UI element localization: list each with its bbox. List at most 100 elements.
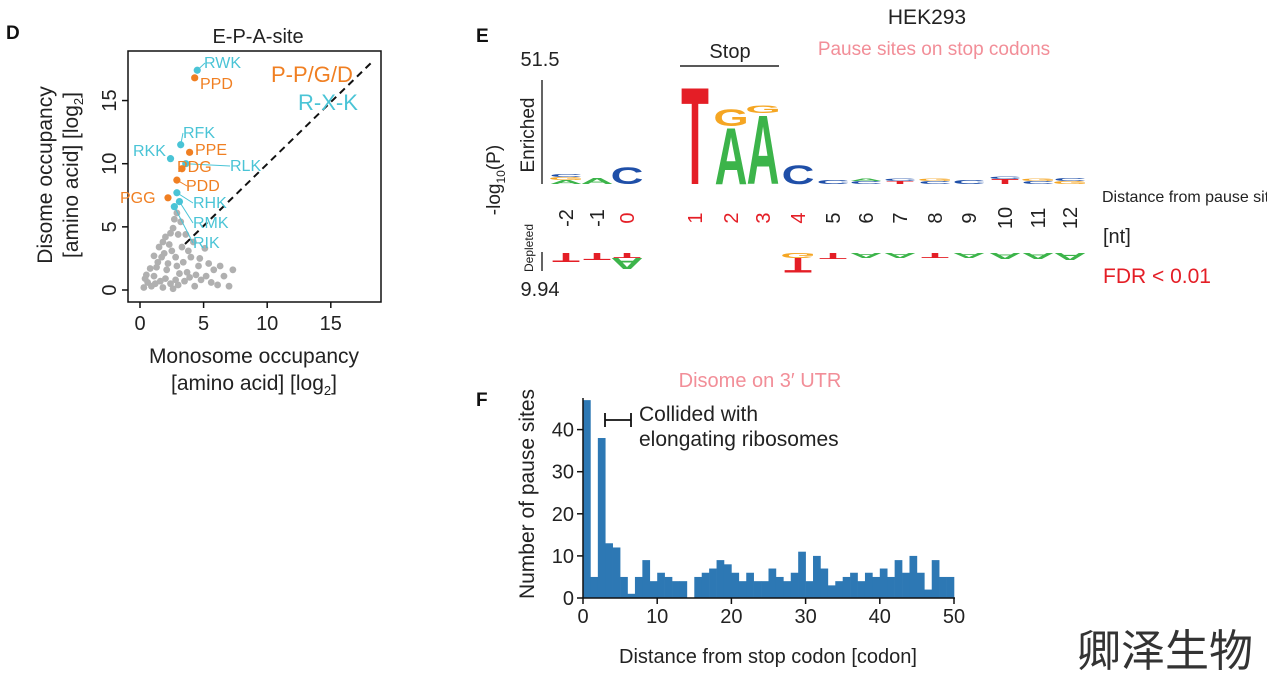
background-point [172,253,180,261]
histogram-bar [790,572,799,598]
logo-letter-T: T [613,252,641,260]
background-point [207,279,215,286]
background-point [195,262,202,270]
y-top-value: 51.5 [521,49,560,71]
histogram-bar [642,560,651,598]
label-rwk: RWK [204,55,241,72]
background-point [168,247,176,255]
logo-glyph: T [552,250,580,264]
logo-glyph: C [1022,180,1055,185]
logo-letter-T: T [552,250,580,264]
position-label: 11 [1028,208,1050,229]
x-tick-label: 0 [134,313,145,335]
background-point [183,268,191,276]
y-axis-label-2-end: ] [60,92,83,98]
depleted-label: Depleted [522,224,536,272]
logo-letter-G: G [713,104,748,131]
f-x-tick-label: 10 [646,606,668,628]
histogram-bar [738,581,747,598]
background-point [158,253,166,261]
logo-letter-G: G [1052,180,1087,185]
histogram-bar [939,576,947,598]
histogram-bar [620,576,628,598]
background-point [164,260,172,267]
logo-glyph: C [953,179,986,185]
histogram-bar [835,581,843,598]
f-y-tick-label: 30 [552,462,574,484]
logo-glyph: T [819,251,847,260]
e-x-axis-unit: [nt] [1103,226,1131,248]
background-point [167,280,174,288]
background-point [197,276,205,284]
label-rhk: RHK [193,195,227,212]
background-point [181,277,188,285]
histogram-bar [634,576,643,598]
background-point [216,262,224,270]
panel-e-title: HEK293 [888,6,966,29]
position-label: 4 [788,212,810,223]
label-pgg: PGG [120,190,156,207]
histogram-bar [679,581,688,598]
stop-label: Stop [709,41,750,63]
histogram-bar [827,585,836,598]
logo-letter-T: T [819,251,847,260]
histogram-bar [902,572,910,598]
logo-glyph: C [1054,177,1087,182]
point-labels: RWK PPD RFK PPE RKK PDG RLK PDD PGG RHK … [120,55,261,252]
logo-letter-C: C [919,180,952,185]
logo-glyph: T [886,180,914,185]
logo-glyph: G [1052,180,1087,185]
y-axis-label-2-sub: 2 [71,98,86,105]
logo-glyph: G [917,178,952,182]
histogram-bar [798,551,806,598]
histogram-bar [716,560,725,598]
logo-glyph: C [817,179,850,185]
x-tick-label: 5 [198,313,209,335]
scatter-plot-frame [127,50,382,303]
logo-glyph: C [850,180,883,185]
point-rlk [182,160,190,168]
logo-letter-T: T [921,252,949,260]
f-x-axis-label: Distance from stop codon [codon] [619,646,917,668]
x-axis-label-1: Monosome occupancy [149,345,360,368]
label-pdd: PDD [186,178,220,195]
point-ppe [186,148,194,156]
enriched-label: Enriched [518,98,539,173]
histogram-bar [590,576,599,598]
point-pgg [164,194,172,202]
x-axis-label-2-end: ] [331,372,337,395]
e-y-axis-label-sub: 10 [494,170,508,184]
identity-diagonal [184,61,373,245]
scatter-labeled-points [164,66,201,211]
histogram-bar [820,568,829,598]
point-rfk [177,141,185,149]
logo-glyph: A [1054,251,1087,262]
label-rmk: RMK [193,215,229,232]
x-axis-label-2-main: [amino acid] [log [171,372,324,395]
f-y-tick-label: 20 [552,504,574,526]
logo-letter-C: C [817,179,850,185]
x-tick-label: 10 [256,313,278,335]
logo-letter-G: G [548,176,583,181]
y-axis-label-1: Disome occupancy [34,86,57,264]
logo-glyph: A [550,179,583,185]
histogram-bar [612,547,621,598]
background-point [156,277,164,285]
logo-letter-A: A [611,254,644,271]
histogram-bar [909,555,918,598]
panel-e: E HEK293 Pause sites on stop codons Stop… [476,6,1267,301]
background-point [229,266,237,274]
legend-ppgd: P-P/G/D [271,62,353,87]
logo-glyph: C [989,176,1022,180]
scatter-background-points [140,209,237,293]
background-point [186,273,194,281]
logo-glyph: C [550,173,583,178]
background-point [202,272,210,280]
histogram-bar [709,568,717,598]
logo-letter-C: C [782,160,815,190]
background-point [184,247,192,255]
logo-glyph: A [953,252,986,260]
f-x-tick-label: 20 [720,606,742,628]
histogram-bar [583,400,591,598]
logo-glyph: A [747,97,780,206]
